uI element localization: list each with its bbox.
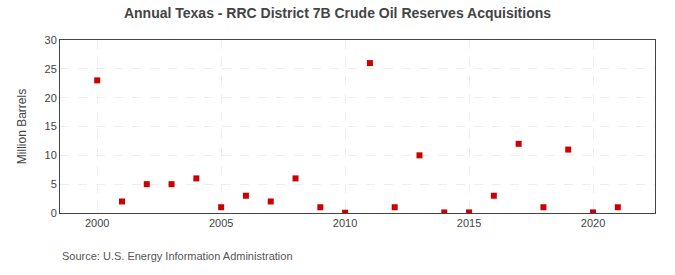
svg-text:Source: U.S. Energy Informatio: Source: U.S. Energy Information Administ… xyxy=(62,250,293,262)
svg-text:2015: 2015 xyxy=(457,217,481,229)
svg-text:5: 5 xyxy=(51,178,57,190)
svg-text:20: 20 xyxy=(45,92,57,104)
svg-text:2005: 2005 xyxy=(209,217,233,229)
svg-text:15: 15 xyxy=(45,120,57,132)
svg-text:Million Barrels: Million Barrels xyxy=(15,89,29,164)
svg-text:2010: 2010 xyxy=(333,217,357,229)
svg-text:2000: 2000 xyxy=(85,217,109,229)
svg-text:10: 10 xyxy=(45,149,57,161)
svg-text:Annual Texas - RRC District 7B: Annual Texas - RRC District 7B Crude Oil… xyxy=(124,5,551,21)
svg-text:30: 30 xyxy=(45,34,57,46)
svg-text:25: 25 xyxy=(45,63,57,75)
svg-text:2020: 2020 xyxy=(581,217,605,229)
svg-text:0: 0 xyxy=(51,207,57,219)
